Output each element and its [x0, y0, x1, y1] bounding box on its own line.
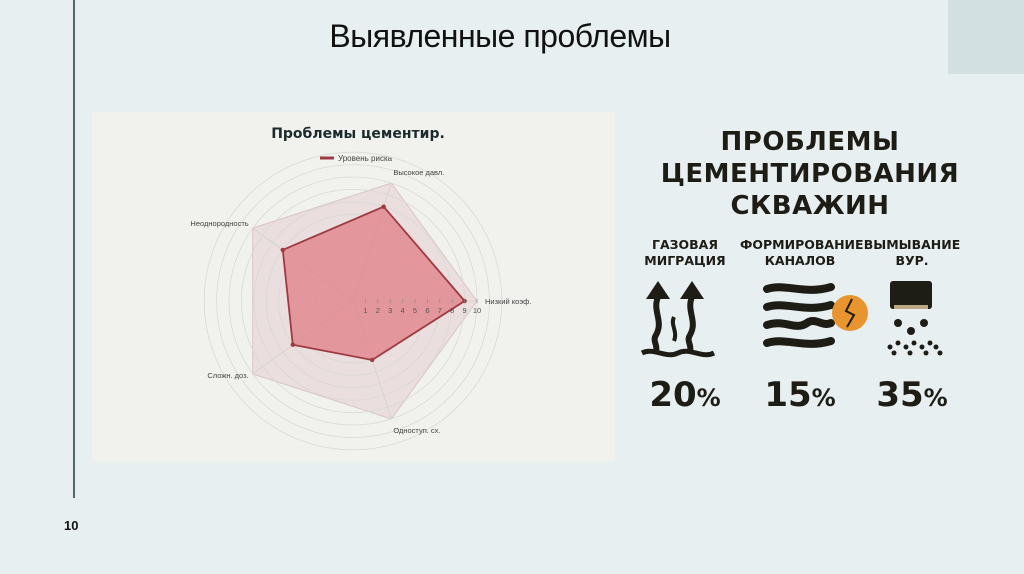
- radial-tick-label: 1: [363, 306, 367, 315]
- radial-tick-label: 5: [413, 306, 417, 315]
- data-point[interactable]: [369, 357, 375, 363]
- grid-ring: [216, 164, 490, 438]
- item-percentage: 15%: [764, 375, 836, 415]
- radar-chart: Проблемы цементир. Уровень риска 1 2 3 4 5 6 7 8 9…: [190, 126, 531, 451]
- item-percentage: 35%: [876, 375, 948, 415]
- infographic-item-gas-migration: ГАЗОВАЯ МИГРАЦИЯ 20%: [625, 237, 745, 415]
- slide-title: Выявленные проблемы: [0, 18, 1024, 55]
- axis-category-label: Низкий коэф.: [485, 297, 531, 306]
- series-area: [281, 205, 466, 361]
- radial-tick-label: 9: [463, 306, 467, 315]
- data-point[interactable]: [280, 247, 285, 253]
- infographic: ПРОБЛЕМЫ ЦЕМЕНТИРОВАНИЯ СКВАЖИН ГАЗОВАЯ …: [640, 120, 980, 415]
- data-point[interactable]: [381, 204, 386, 209]
- radial-tick-label: 4: [401, 306, 405, 315]
- axis-category-label: Неоднородность: [190, 219, 248, 228]
- radar-chart-card: Проблемы цементир. Уровень риска 1 2 3 4 5 6 7 8 9…: [92, 112, 615, 461]
- accent-vertical-line: [73, 0, 75, 498]
- axis-category-label: Сложн. доз.: [207, 371, 248, 380]
- gas-migration-arrows-icon: [625, 281, 745, 361]
- data-point[interactable]: [290, 342, 296, 347]
- radial-tick-label: 10: [473, 306, 481, 315]
- axis-category-label: Одноступ. сх.: [393, 426, 440, 435]
- infographic-item-channels: ФОРМИРОВАНИЕ КАНАЛОВ 15%: [740, 237, 864, 415]
- washout-drops-icon: [832, 281, 972, 361]
- item-label: ФОРМИРОВАНИЕ КАНАЛОВ: [740, 237, 864, 268]
- radial-tick-label: 6: [425, 306, 429, 315]
- channel-waves-icon: [740, 281, 860, 361]
- infographic-item-washout: ВЫМЫВАНИЕ ВУР. 3: [832, 237, 972, 415]
- radial-tick-label: 3: [388, 306, 392, 315]
- grid-ring: [203, 151, 503, 451]
- slide-title-text: Выявленные проблемы: [329, 18, 671, 54]
- radial-tick-label: 2: [376, 306, 380, 315]
- axis-category-label: Высокое давл.: [393, 168, 444, 177]
- corner-decoration: [948, 0, 1024, 74]
- item-percentage: 20%: [649, 375, 721, 415]
- page-number: 10: [64, 518, 79, 533]
- radial-tick-label: 7: [438, 306, 442, 315]
- legend-label[interactable]: Уровень риска: [338, 154, 393, 163]
- infographic-title: ПРОБЛЕМЫ ЦЕМЕНТИРОВАНИЯ СКВАЖИН: [660, 127, 960, 221]
- item-label: ВЫМЫВАНИЕ ВУР.: [863, 237, 961, 268]
- item-label: ГАЗОВАЯ МИГРАЦИЯ: [644, 237, 726, 268]
- chart-title: Проблемы цементир.: [271, 126, 445, 142]
- radial-tick-label: 8: [450, 306, 454, 315]
